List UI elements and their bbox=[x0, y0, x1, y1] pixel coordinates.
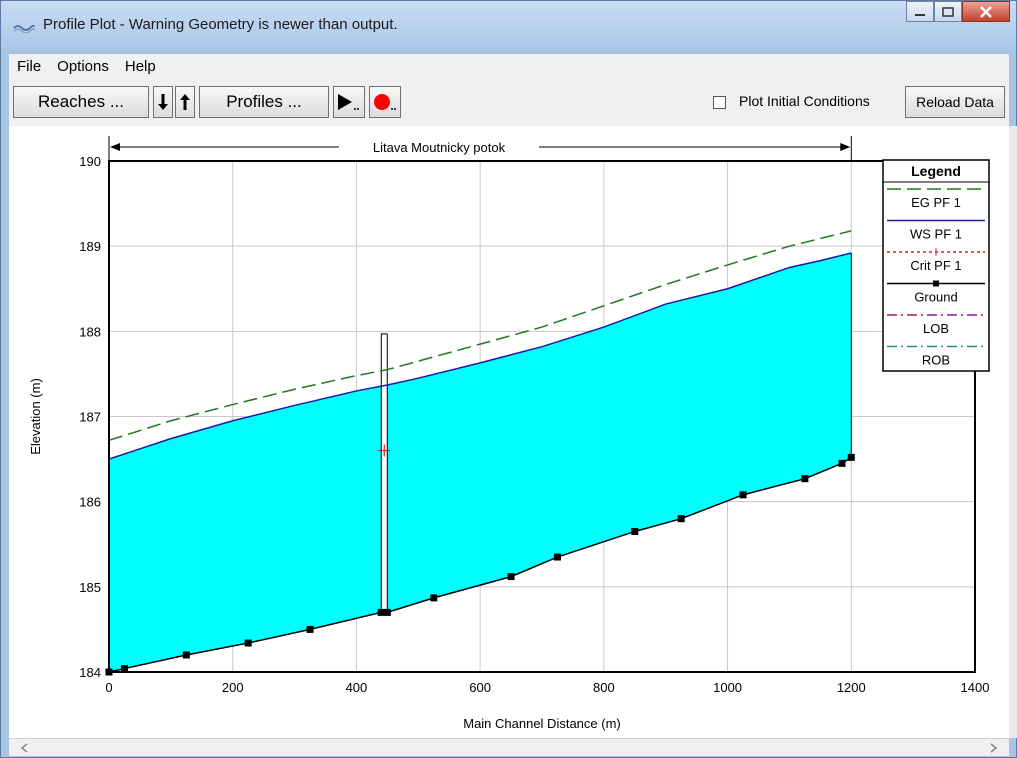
vertical-scrollbar[interactable] bbox=[1009, 126, 1017, 738]
record-button[interactable] bbox=[369, 86, 401, 118]
reaches-button[interactable]: Reaches ... bbox=[13, 86, 149, 118]
series-line-ground bbox=[108, 456, 852, 673]
menu-options[interactable]: Options bbox=[57, 57, 109, 75]
play-icon bbox=[338, 94, 359, 110]
legend-title: Legend bbox=[911, 163, 961, 179]
ground-point bbox=[847, 453, 855, 461]
ground-point bbox=[306, 625, 314, 633]
ground-point bbox=[507, 573, 515, 581]
y-axis-label: Elevation (m) bbox=[28, 378, 43, 455]
arrow-down-icon bbox=[158, 94, 168, 110]
series-line-ws-pf-1 bbox=[108, 252, 852, 460]
structure-deck bbox=[380, 333, 388, 613]
ground-point bbox=[739, 491, 747, 499]
x-tick-label: 1400 bbox=[961, 680, 990, 695]
profile-chart: Litava Moutnicky potok 0 200 400 600 800 1000 1… bbox=[28, 136, 990, 731]
ground-point bbox=[631, 527, 639, 535]
caption-buttons bbox=[906, 1, 1010, 27]
ground-point bbox=[377, 608, 385, 616]
y-tick-label: 190 bbox=[79, 154, 101, 169]
menu-bar: File Options Help bbox=[9, 54, 1009, 78]
x-tick-label: 0 bbox=[105, 680, 112, 695]
record-icon bbox=[374, 94, 396, 110]
ground-point bbox=[383, 608, 391, 616]
legend-entry: ROB bbox=[922, 353, 950, 368]
close-button[interactable] bbox=[962, 1, 1010, 22]
close-icon bbox=[980, 5, 992, 18]
plot-area: Litava Moutnicky potok 0 200 400 600 800 1000 1… bbox=[9, 126, 1009, 738]
menu-help[interactable]: Help bbox=[124, 57, 156, 75]
move-up-button[interactable] bbox=[175, 86, 195, 118]
legend-entry: Crit PF 1 bbox=[910, 258, 961, 273]
x-tick-label: 200 bbox=[222, 680, 244, 695]
series-line-eg-pf-1 bbox=[108, 230, 852, 442]
title-bar[interactable]: Profile Plot - Warning Geometry is newer… bbox=[1, 1, 1016, 51]
reach-label: Litava Moutnicky potok bbox=[373, 140, 506, 155]
legend-entry: EG PF 1 bbox=[911, 195, 961, 210]
reload-data-button[interactable]: Reload Data bbox=[905, 86, 1005, 118]
minimize-icon bbox=[915, 13, 925, 16]
ground-point bbox=[430, 594, 438, 602]
y-tick-label: 189 bbox=[79, 239, 101, 254]
legend-swatch-marker bbox=[933, 280, 939, 287]
reach-arrow-right-icon bbox=[840, 143, 851, 151]
maximize-icon bbox=[942, 6, 954, 17]
ground-point bbox=[182, 651, 190, 659]
profiles-button[interactable]: Profiles ... bbox=[199, 86, 329, 118]
ground-point bbox=[838, 459, 846, 467]
ground-point bbox=[120, 665, 128, 673]
scroll-left-icon bbox=[20, 743, 28, 753]
ground-point bbox=[801, 475, 809, 483]
legend-box bbox=[882, 159, 990, 372]
x-tick-label: 1200 bbox=[837, 680, 866, 695]
animate-button[interactable] bbox=[333, 86, 365, 118]
minimize-button[interactable] bbox=[906, 1, 934, 22]
plot-frame bbox=[108, 160, 976, 673]
water-fill bbox=[109, 252, 852, 672]
legend-entry: LOB bbox=[923, 321, 949, 336]
maximize-button[interactable] bbox=[934, 1, 962, 22]
hec-ras-wave-icon bbox=[13, 24, 35, 33]
legend-entry: Ground bbox=[914, 290, 957, 305]
y-tick-label: 187 bbox=[79, 410, 101, 425]
x-tick-label: 1000 bbox=[713, 680, 742, 695]
toolbar: Reaches ... Profiles ... Plot Initial Co… bbox=[9, 78, 1009, 126]
y-tick-label: 186 bbox=[79, 495, 101, 510]
ground-point bbox=[677, 515, 685, 523]
arrow-up-icon bbox=[180, 94, 190, 110]
x-axis-label: Main Channel Distance (m) bbox=[463, 716, 621, 731]
x-tick-label: 600 bbox=[469, 680, 491, 695]
menu-file[interactable]: File bbox=[17, 57, 42, 75]
legend-entry: WS PF 1 bbox=[910, 227, 962, 242]
plot-initial-conditions-checkbox[interactable] bbox=[713, 96, 726, 109]
move-down-button[interactable] bbox=[153, 86, 173, 118]
x-tick-label: 400 bbox=[346, 680, 368, 695]
window-title: Profile Plot - Warning Geometry is newer… bbox=[43, 16, 398, 33]
y-tick-label: 188 bbox=[79, 324, 101, 339]
ground-point bbox=[553, 553, 561, 561]
reach-arrow-left-icon bbox=[110, 143, 120, 151]
scroll-right-icon bbox=[990, 743, 998, 753]
y-tick-label: 185 bbox=[79, 580, 101, 595]
plot-initial-conditions-label: Plot Initial Conditions bbox=[739, 93, 870, 109]
ground-point bbox=[244, 639, 252, 647]
y-tick-label: 184 bbox=[79, 665, 101, 680]
x-tick-label: 800 bbox=[593, 680, 615, 695]
horizontal-scrollbar[interactable] bbox=[9, 738, 1009, 756]
